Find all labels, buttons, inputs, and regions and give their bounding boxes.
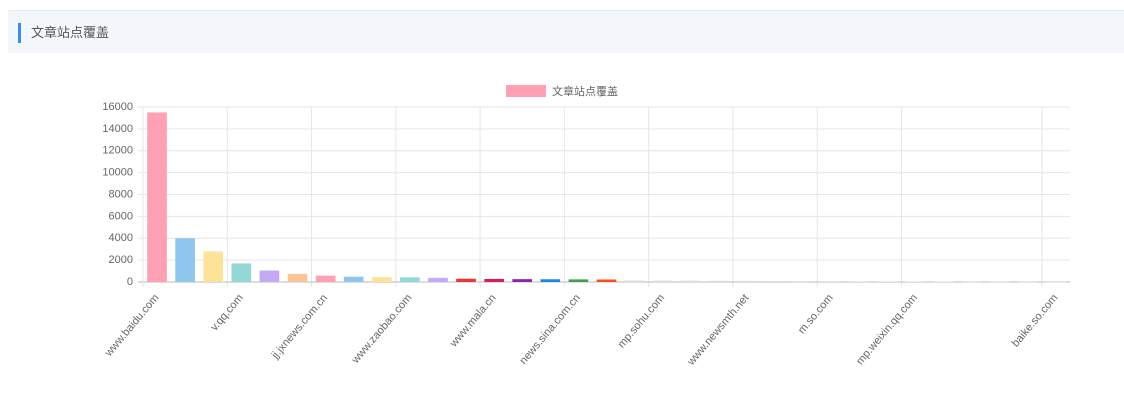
legend-swatch — [506, 85, 546, 97]
x-tick-label: www.mala.cn — [447, 292, 498, 350]
bar — [849, 281, 870, 282]
bar — [1018, 281, 1038, 283]
x-tick-label: jj.jxnews.com.cn — [269, 292, 330, 362]
bar — [231, 263, 252, 282]
bar — [680, 280, 701, 282]
x-tick-label: news.sina.com.cn — [518, 292, 583, 367]
y-tick-label: 8000 — [109, 188, 133, 200]
y-tick-label: 16000 — [102, 101, 133, 113]
bar — [175, 238, 195, 282]
bar — [203, 251, 224, 282]
bar — [821, 281, 842, 282]
bar — [456, 278, 476, 282]
x-tick-label: v.qq.com — [208, 292, 245, 333]
x-tick-label: www.zaobao.com — [349, 292, 414, 367]
bar — [428, 277, 448, 282]
y-tick-label: 0 — [127, 276, 133, 288]
bar — [540, 279, 561, 282]
bar — [371, 277, 392, 282]
bar — [961, 281, 982, 283]
bar — [652, 280, 673, 282]
y-tick-label: 2000 — [109, 254, 133, 266]
y-tick-label: 14000 — [102, 123, 133, 135]
bar — [737, 280, 757, 282]
bar — [287, 273, 308, 282]
bar — [1046, 281, 1066, 283]
y-tick-label: 4000 — [109, 232, 133, 244]
y-tick-label: 12000 — [102, 145, 133, 157]
bar — [793, 281, 813, 282]
bar — [989, 281, 1010, 283]
y-tick-label: 10000 — [102, 167, 133, 179]
bar — [315, 275, 336, 282]
bar — [877, 281, 898, 282]
bar — [933, 281, 954, 283]
bar — [259, 270, 280, 282]
x-tick-label: baike.so.com — [1010, 292, 1061, 349]
bar — [765, 281, 785, 282]
bar — [512, 279, 533, 282]
panel: 文章站点覆盖 — [8, 10, 1124, 417]
bar — [568, 279, 589, 282]
x-tick-label: mp.sohu.com — [616, 292, 668, 350]
accent — [18, 23, 21, 43]
bar — [624, 280, 645, 282]
bar — [343, 276, 364, 282]
panel-title: 文章站点覆盖 — [31, 25, 110, 40]
bar — [709, 280, 729, 282]
y-tick-label: 6000 — [109, 210, 133, 222]
bar — [905, 281, 926, 282]
panel-header: 文章站点覆盖 — [8, 10, 1124, 53]
bar — [596, 279, 617, 282]
bar — [484, 278, 504, 282]
x-tick-label: www.baidu.com — [102, 292, 161, 360]
bar — [400, 277, 420, 282]
bar — [147, 112, 167, 282]
x-tick-label: m.so.com — [796, 292, 836, 336]
x-tick-label: mp.weixin.qq.com — [854, 292, 920, 367]
legend-label: 文章站点覆盖 — [552, 84, 618, 98]
x-tick-label: www.newsmth.net — [685, 292, 752, 368]
